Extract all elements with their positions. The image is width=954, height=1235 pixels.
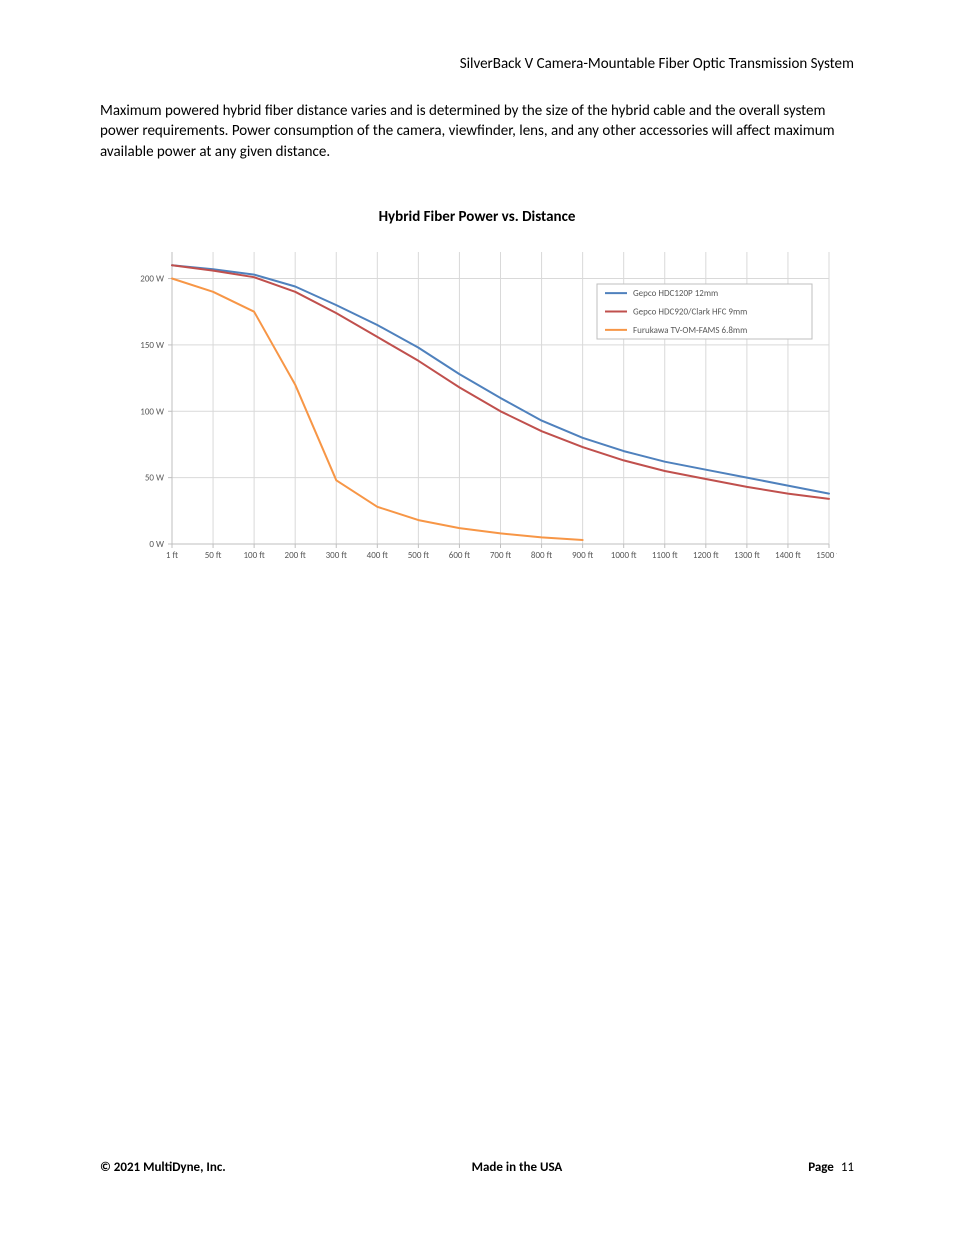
footer-center: Made in the USA xyxy=(472,1160,563,1175)
svg-text:1100 ft: 1100 ft xyxy=(652,550,678,561)
svg-text:1400 ft: 1400 ft xyxy=(775,550,801,561)
body-paragraph: Maximum powered hybrid fiber distance va… xyxy=(100,101,854,162)
chart-title: Hybrid Fiber Power vs. Distance xyxy=(100,208,854,226)
svg-text:1300 ft: 1300 ft xyxy=(734,550,760,561)
svg-text:300 ft: 300 ft xyxy=(326,550,348,561)
svg-text:1000 ft: 1000 ft xyxy=(611,550,637,561)
svg-text:1200 ft: 1200 ft xyxy=(693,550,719,561)
svg-text:0 W: 0 W xyxy=(149,539,164,550)
chart-container: 0 W 50 W 100 W 150 W 200 W 1 ft 50 ft 100 ft 200… xyxy=(117,244,837,574)
svg-text:800 ft: 800 ft xyxy=(531,550,553,561)
footer-page: Page 11 xyxy=(808,1160,854,1175)
svg-text:1500 ft: 1500 ft xyxy=(816,550,837,561)
svg-text:100 W: 100 W xyxy=(140,406,164,417)
footer-page-label: Page xyxy=(808,1160,834,1175)
svg-text:50 W: 50 W xyxy=(145,472,164,483)
svg-text:Furukawa TV-OM-FAMS 6.8mm: Furukawa TV-OM-FAMS 6.8mm xyxy=(633,325,747,336)
svg-text:1 ft: 1 ft xyxy=(166,550,179,561)
footer-page-number: 11 xyxy=(841,1160,854,1175)
svg-text:700 ft: 700 ft xyxy=(490,550,512,561)
svg-text:150 W: 150 W xyxy=(140,340,164,351)
svg-text:Gepco HDC120P 12mm: Gepco HDC120P 12mm xyxy=(633,288,718,299)
header-title: SilverBack V Camera-Mountable Fiber Opti… xyxy=(100,55,854,73)
svg-text:500 ft: 500 ft xyxy=(408,550,430,561)
document-page: SilverBack V Camera-Mountable Fiber Opti… xyxy=(0,0,954,1235)
svg-text:Gepco HDC920/Clark HFC 9mm: Gepco HDC920/Clark HFC 9mm xyxy=(633,306,747,317)
svg-text:900 ft: 900 ft xyxy=(572,550,594,561)
svg-text:600 ft: 600 ft xyxy=(449,550,471,561)
svg-text:200 W: 200 W xyxy=(140,273,164,284)
svg-text:100 ft: 100 ft xyxy=(243,550,265,561)
svg-text:200 ft: 200 ft xyxy=(285,550,307,561)
footer-copyright: © 2021 MultiDyne, Inc. xyxy=(100,1160,226,1175)
svg-text:50 ft: 50 ft xyxy=(205,550,222,561)
svg-text:400 ft: 400 ft xyxy=(367,550,389,561)
line-chart: 0 W 50 W 100 W 150 W 200 W 1 ft 50 ft 100 ft 200… xyxy=(117,244,837,574)
page-footer: © 2021 MultiDyne, Inc. Made in the USA P… xyxy=(100,1160,854,1175)
